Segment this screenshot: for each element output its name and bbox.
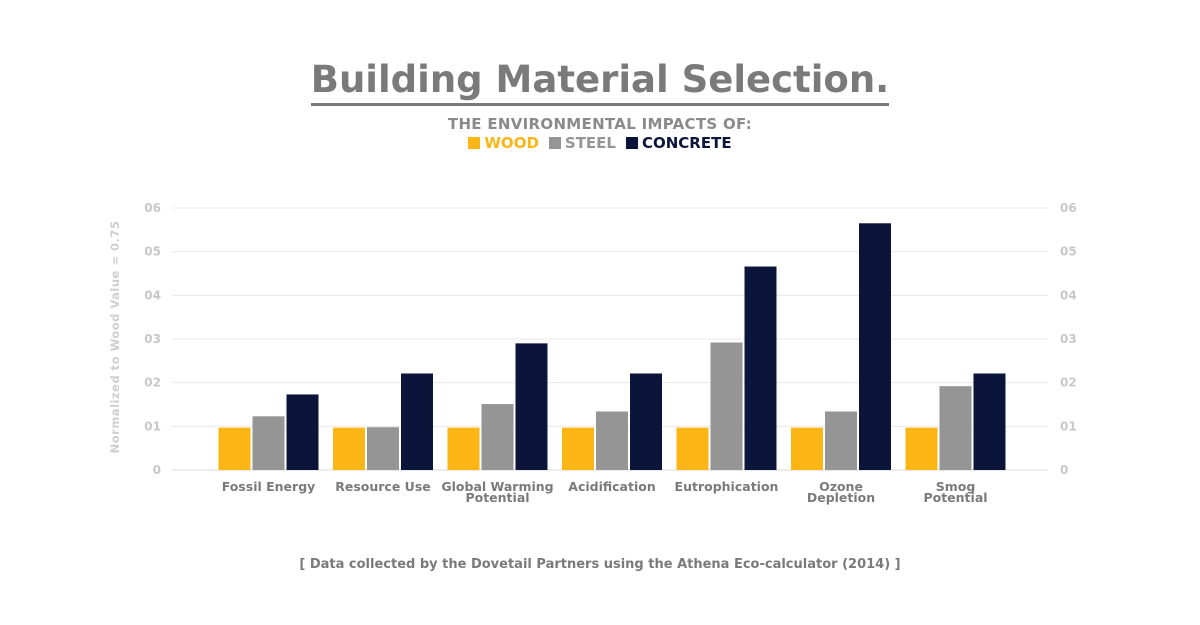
- y-axis-label: Normalized to Wood Value = 0.75: [108, 221, 122, 454]
- bar-steel: [596, 411, 628, 470]
- x-tick-label: Global Warming: [441, 479, 553, 494]
- x-tick-label: Smog: [936, 479, 976, 494]
- x-tick-label: Potential: [465, 490, 529, 505]
- bar-concrete: [973, 373, 1006, 470]
- y-tick-label-right: 01: [1060, 419, 1077, 433]
- y-tick-label-left: 06: [144, 201, 161, 215]
- bar-concrete: [286, 394, 319, 470]
- y-tick-label-right: 02: [1060, 376, 1077, 390]
- bar-concrete: [859, 223, 891, 470]
- x-tick-label: Potential: [923, 490, 987, 505]
- chart-subtitle: THE ENVIRONMENTAL IMPACTS OF:: [447, 115, 753, 133]
- bar-steel: [481, 404, 514, 470]
- bar-steel: [939, 386, 972, 470]
- bar-steel: [252, 416, 285, 470]
- y-tick-label-left: 02: [144, 376, 161, 390]
- y-tick-label-right: 05: [1060, 245, 1077, 259]
- bar-concrete: [630, 373, 662, 470]
- bar-wood: [447, 427, 480, 470]
- y-tick-label-right: 03: [1060, 332, 1077, 346]
- bar-concrete: [515, 343, 548, 470]
- legend-item: STEEL: [548, 134, 616, 152]
- x-tick-label: Fossil Energy: [222, 479, 316, 494]
- bar-wood: [562, 427, 594, 470]
- chart-title: Building Material Selection.: [0, 58, 1200, 106]
- y-tick-label-right: 0: [1060, 463, 1068, 477]
- legend-swatch: [548, 137, 561, 149]
- legend-label: CONCRETE: [641, 134, 732, 152]
- bar-wood: [676, 427, 709, 470]
- bar-wood: [333, 427, 365, 470]
- bar-steel: [825, 411, 857, 470]
- legend-item: WOOD: [468, 134, 539, 152]
- x-tick-label: Ozone: [819, 479, 863, 494]
- bar-steel: [367, 427, 399, 470]
- y-tick-label-left: 05: [144, 245, 161, 259]
- x-tick-label: Resource Use: [335, 479, 431, 494]
- y-tick-label-left: 01: [144, 419, 161, 433]
- legend-item: CONCRETE: [625, 134, 732, 152]
- bar-wood: [218, 427, 251, 470]
- y-tick-label-left: 04: [144, 288, 161, 302]
- legend-swatch: [468, 137, 481, 149]
- legend-label: WOOD: [484, 134, 539, 152]
- x-tick-label: Eutrophication: [675, 479, 779, 494]
- bar-concrete: [401, 373, 433, 470]
- data-source-note: [ Data collected by the Dovetail Partner…: [299, 557, 901, 572]
- bar-wood: [905, 427, 938, 470]
- legend: WOOD STEEL CONCRETE: [0, 134, 1200, 152]
- x-tick-label: Acidification: [568, 479, 655, 494]
- y-tick-label-left: 0: [153, 463, 161, 477]
- bar-steel: [710, 342, 743, 470]
- x-tick-label: Depletion: [807, 490, 875, 505]
- y-tick-label-right: 04: [1060, 288, 1077, 302]
- legend-swatch: [625, 137, 638, 149]
- bar-wood: [791, 427, 823, 470]
- y-tick-label-left: 03: [144, 332, 161, 346]
- legend-label: STEEL: [564, 134, 616, 152]
- y-tick-label-right: 06: [1060, 201, 1077, 215]
- bar-concrete: [744, 266, 777, 470]
